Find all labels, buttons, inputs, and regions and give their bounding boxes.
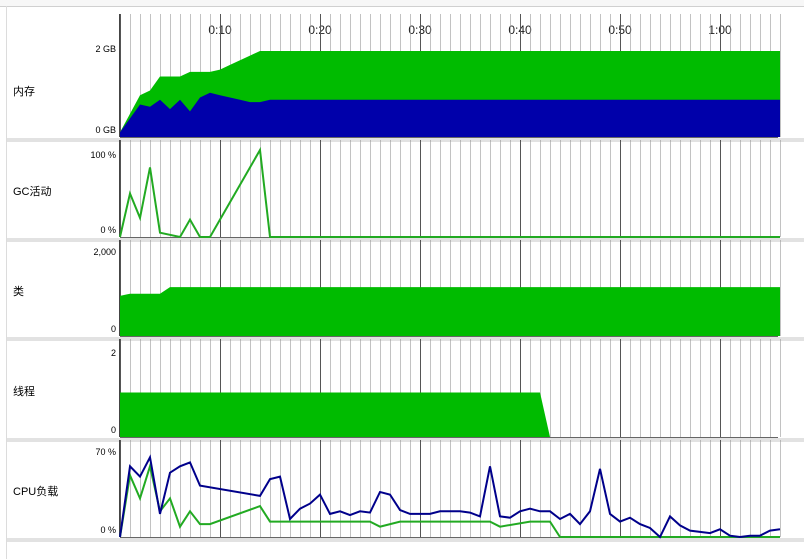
y-min-label: 0 <box>111 425 116 435</box>
y-max-label: 70 % <box>95 447 116 457</box>
y-max-label: 100 % <box>90 150 116 160</box>
y-min-label: 0 % <box>100 525 116 535</box>
panel-separator <box>6 337 804 341</box>
gc-activity-line <box>119 146 780 239</box>
classes-area <box>120 287 780 336</box>
y-max-label: 2 <box>111 348 116 358</box>
panel-separator <box>6 438 804 442</box>
y-max-label: 2,000 <box>93 247 116 257</box>
panel-separator <box>6 538 804 542</box>
y-min-label: 0 % <box>100 225 116 235</box>
y-min-label: 0 GB <box>95 125 116 135</box>
panel-label-gc: GC活动 <box>13 185 52 198</box>
memory-used-area <box>120 92 780 137</box>
panel-separator <box>6 238 804 242</box>
toolbar-strip <box>0 0 804 7</box>
panel-label-memory: 内存 <box>13 84 35 98</box>
threads-area <box>120 392 550 437</box>
cpu-load-line <box>119 454 781 539</box>
y-min-label: 0 <box>111 324 116 334</box>
panel-label-cpu: CPU负载 <box>13 484 58 498</box>
y-max-label: 2 GB <box>95 44 116 54</box>
panel-label-classes: 类 <box>13 284 24 298</box>
panel-separator <box>6 138 804 142</box>
panel-label-threads: 线程 <box>13 384 35 398</box>
